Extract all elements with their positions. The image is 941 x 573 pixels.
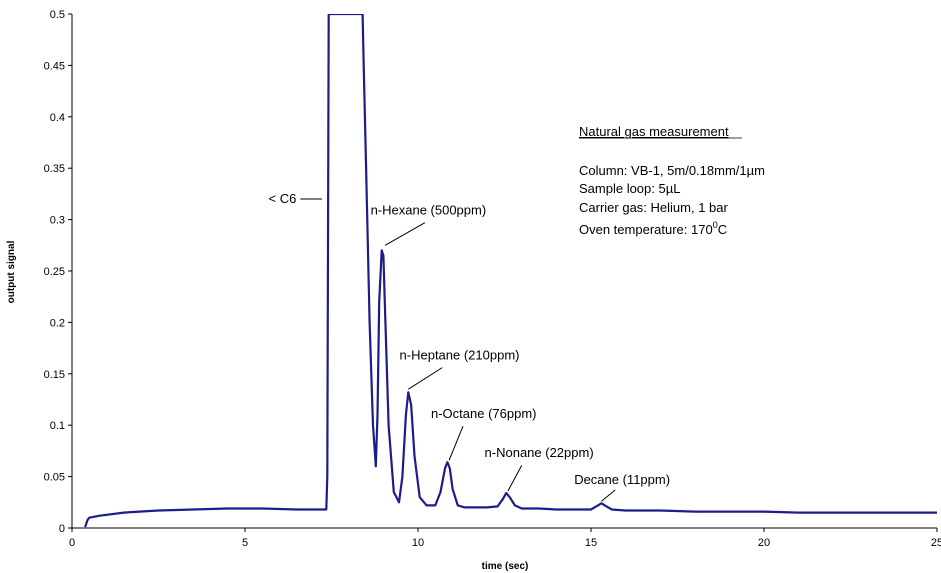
annotation-label: Decane (11ppm) — [574, 472, 670, 487]
y-tick-label: 0.2 — [50, 317, 65, 329]
y-tick-label: 0.25 — [44, 266, 65, 278]
info-oven-prefix: Oven temperature: 170 — [579, 222, 713, 237]
x-tick-labels: 0 5 10 15 20 25 — [69, 537, 941, 549]
y-tick-label: 0.3 — [50, 215, 65, 227]
y-tick-label: 0.15 — [44, 369, 65, 381]
x-tick-label: 0 — [69, 537, 75, 549]
annotation-leader — [448, 426, 464, 461]
y-tick-label: 0 — [59, 523, 65, 535]
info-column: Column: VB-1, 5m/0.18mm/1µm — [579, 163, 765, 178]
annotation-label: n-Hexane (500ppm) — [371, 202, 487, 217]
y-tick-label: 0.1 — [50, 420, 65, 432]
annotation-c6: < C6 — [269, 191, 297, 206]
y-tick-label: 0.05 — [44, 472, 65, 484]
annotation-leader — [408, 367, 443, 390]
annotations: < C6 n-Hexane (500ppm) n-Heptane (210ppm) n… — [269, 191, 670, 502]
x-tick-label: 5 — [242, 537, 248, 549]
y-tick-label: 0.4 — [50, 112, 65, 124]
y-axis-title: output signal — [6, 240, 17, 303]
y-tick-label: 0.35 — [44, 163, 65, 175]
y-tick-labels: 0 0.05 0.1 0.15 0.2 0.25 0.3 0.35 0.4 0.45 0.5 — [44, 9, 65, 535]
axes — [68, 13, 938, 532]
series-line — [84, 14, 937, 528]
annotation-label: n-Octane (76ppm) — [431, 406, 537, 421]
info-oven-suffix: C — [718, 222, 727, 237]
plot-area — [84, 14, 937, 528]
info-box: Natural gas measurement Column: VB-1, 5m… — [579, 124, 765, 237]
annotation-leader — [601, 489, 616, 502]
x-tick-label: 20 — [758, 537, 770, 549]
x-tick-label: 10 — [412, 537, 424, 549]
x-tick-label: 15 — [585, 537, 597, 549]
y-tick-label: 0.5 — [50, 9, 65, 21]
info-oven-temperature: Oven temperature: 1700C — [579, 220, 727, 237]
info-carrier-gas: Carrier gas: Helium, 1 bar — [579, 200, 728, 215]
info-sample-loop: Sample loop: 5µL — [579, 181, 680, 196]
info-heading: Natural gas measurement — [579, 124, 729, 139]
annotation-label: n-Nonane (22ppm) — [485, 445, 594, 460]
y-tick-label: 0.45 — [44, 60, 65, 72]
x-axis-title: time (sec) — [482, 561, 529, 572]
x-tick-label: 25 — [931, 537, 941, 549]
annotation-leader — [384, 222, 426, 246]
info-oven-superscript: 0 — [713, 220, 718, 230]
annotation-leader — [507, 465, 523, 492]
annotation-label: n-Heptane (210ppm) — [400, 347, 520, 362]
